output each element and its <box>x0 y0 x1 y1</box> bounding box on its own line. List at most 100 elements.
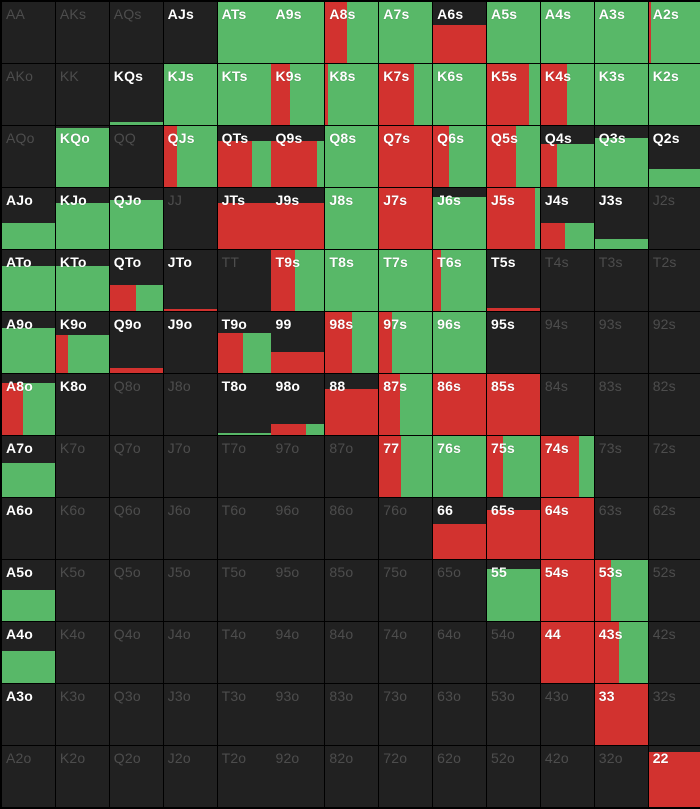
hand-cell-62s[interactable]: 62s <box>649 498 700 559</box>
hand-cell-K6o[interactable]: K6o <box>56 498 109 559</box>
hand-cell-JTo[interactable]: JTo <box>164 250 217 311</box>
hand-cell-AQo[interactable]: AQo <box>2 126 55 187</box>
hand-cell-93o[interactable]: 93o <box>271 684 324 745</box>
hand-cell-Q8o[interactable]: Q8o <box>110 374 163 435</box>
hand-cell-Q9s[interactable]: Q9s <box>271 126 324 187</box>
hand-cell-KTo[interactable]: KTo <box>56 250 109 311</box>
hand-cell-AKo[interactable]: AKo <box>2 64 55 125</box>
hand-cell-98s[interactable]: 98s <box>325 312 378 373</box>
hand-cell-QQ[interactable]: QQ <box>110 126 163 187</box>
hand-cell-85o[interactable]: 85o <box>325 560 378 621</box>
hand-cell-KTs[interactable]: KTs <box>218 64 271 125</box>
hand-cell-65o[interactable]: 65o <box>433 560 486 621</box>
hand-cell-TT[interactable]: TT <box>218 250 271 311</box>
hand-cell-A6o[interactable]: A6o <box>2 498 55 559</box>
hand-cell-64o[interactable]: 64o <box>433 622 486 683</box>
hand-cell-J7o[interactable]: J7o <box>164 436 217 497</box>
hand-cell-J2o[interactable]: J2o <box>164 746 217 807</box>
hand-cell-T8s[interactable]: T8s <box>325 250 378 311</box>
hand-cell-K4s[interactable]: K4s <box>541 64 594 125</box>
hand-cell-T3o[interactable]: T3o <box>218 684 271 745</box>
hand-cell-AQs[interactable]: AQs <box>110 2 163 63</box>
hand-cell-Q7s[interactable]: Q7s <box>379 126 432 187</box>
hand-cell-A4o[interactable]: A4o <box>2 622 55 683</box>
hand-cell-J6s[interactable]: J6s <box>433 188 486 249</box>
hand-cell-J8s[interactable]: J8s <box>325 188 378 249</box>
hand-cell-42s[interactable]: 42s <box>649 622 700 683</box>
hand-cell-J5s[interactable]: J5s <box>487 188 540 249</box>
hand-cell-54o[interactable]: 54o <box>487 622 540 683</box>
hand-cell-77[interactable]: 77 <box>379 436 432 497</box>
hand-cell-95s[interactable]: 95s <box>487 312 540 373</box>
hand-cell-JTs[interactable]: JTs <box>218 188 271 249</box>
hand-cell-T7o[interactable]: T7o <box>218 436 271 497</box>
hand-cell-AA[interactable]: AA <box>2 2 55 63</box>
hand-cell-84o[interactable]: 84o <box>325 622 378 683</box>
hand-cell-76s[interactable]: 76s <box>433 436 486 497</box>
hand-cell-J5o[interactable]: J5o <box>164 560 217 621</box>
hand-cell-K5o[interactable]: K5o <box>56 560 109 621</box>
hand-cell-K6s[interactable]: K6s <box>433 64 486 125</box>
hand-cell-43s[interactable]: 43s <box>595 622 648 683</box>
hand-cell-75s[interactable]: 75s <box>487 436 540 497</box>
hand-cell-44[interactable]: 44 <box>541 622 594 683</box>
hand-cell-J9s[interactable]: J9s <box>271 188 324 249</box>
hand-cell-T5o[interactable]: T5o <box>218 560 271 621</box>
hand-cell-QJo[interactable]: QJo <box>110 188 163 249</box>
hand-cell-96o[interactable]: 96o <box>271 498 324 559</box>
hand-cell-65s[interactable]: 65s <box>487 498 540 559</box>
hand-cell-98o[interactable]: 98o <box>271 374 324 435</box>
hand-cell-T6s[interactable]: T6s <box>433 250 486 311</box>
hand-cell-J3s[interactable]: J3s <box>595 188 648 249</box>
hand-cell-T4s[interactable]: T4s <box>541 250 594 311</box>
hand-cell-22[interactable]: 22 <box>649 746 700 807</box>
hand-cell-42o[interactable]: 42o <box>541 746 594 807</box>
hand-cell-53s[interactable]: 53s <box>595 560 648 621</box>
hand-cell-A5o[interactable]: A5o <box>2 560 55 621</box>
hand-cell-JJ[interactable]: JJ <box>164 188 217 249</box>
hand-cell-J4s[interactable]: J4s <box>541 188 594 249</box>
hand-cell-64s[interactable]: 64s <box>541 498 594 559</box>
hand-cell-QTs[interactable]: QTs <box>218 126 271 187</box>
hand-cell-QJs[interactable]: QJs <box>164 126 217 187</box>
hand-cell-52s[interactable]: 52s <box>649 560 700 621</box>
hand-cell-88[interactable]: 88 <box>325 374 378 435</box>
hand-cell-J3o[interactable]: J3o <box>164 684 217 745</box>
hand-cell-Q8s[interactable]: Q8s <box>325 126 378 187</box>
hand-cell-93s[interactable]: 93s <box>595 312 648 373</box>
hand-cell-76o[interactable]: 76o <box>379 498 432 559</box>
hand-cell-A3o[interactable]: A3o <box>2 684 55 745</box>
hand-cell-J8o[interactable]: J8o <box>164 374 217 435</box>
hand-cell-T5s[interactable]: T5s <box>487 250 540 311</box>
hand-cell-A3s[interactable]: A3s <box>595 2 648 63</box>
hand-cell-J7s[interactable]: J7s <box>379 188 432 249</box>
hand-cell-T3s[interactable]: T3s <box>595 250 648 311</box>
hand-cell-94o[interactable]: 94o <box>271 622 324 683</box>
hand-cell-K7s[interactable]: K7s <box>379 64 432 125</box>
hand-cell-T2o[interactable]: T2o <box>218 746 271 807</box>
hand-cell-Q3o[interactable]: Q3o <box>110 684 163 745</box>
hand-cell-KQo[interactable]: KQo <box>56 126 109 187</box>
hand-cell-T8o[interactable]: T8o <box>218 374 271 435</box>
hand-cell-52o[interactable]: 52o <box>487 746 540 807</box>
hand-cell-55[interactable]: 55 <box>487 560 540 621</box>
hand-cell-ATs[interactable]: ATs <box>218 2 271 63</box>
hand-cell-32s[interactable]: 32s <box>649 684 700 745</box>
hand-cell-Q2o[interactable]: Q2o <box>110 746 163 807</box>
hand-cell-K4o[interactable]: K4o <box>56 622 109 683</box>
hand-cell-62o[interactable]: 62o <box>433 746 486 807</box>
hand-cell-54s[interactable]: 54s <box>541 560 594 621</box>
hand-cell-QTo[interactable]: QTo <box>110 250 163 311</box>
hand-cell-Q6s[interactable]: Q6s <box>433 126 486 187</box>
hand-cell-T4o[interactable]: T4o <box>218 622 271 683</box>
hand-cell-J9o[interactable]: J9o <box>164 312 217 373</box>
hand-cell-K3o[interactable]: K3o <box>56 684 109 745</box>
hand-cell-A7s[interactable]: A7s <box>379 2 432 63</box>
hand-cell-Q2s[interactable]: Q2s <box>649 126 700 187</box>
hand-cell-63s[interactable]: 63s <box>595 498 648 559</box>
hand-cell-K3s[interactable]: K3s <box>595 64 648 125</box>
hand-cell-72s[interactable]: 72s <box>649 436 700 497</box>
hand-cell-82o[interactable]: 82o <box>325 746 378 807</box>
hand-cell-K8s[interactable]: K8s <box>325 64 378 125</box>
hand-cell-KJs[interactable]: KJs <box>164 64 217 125</box>
